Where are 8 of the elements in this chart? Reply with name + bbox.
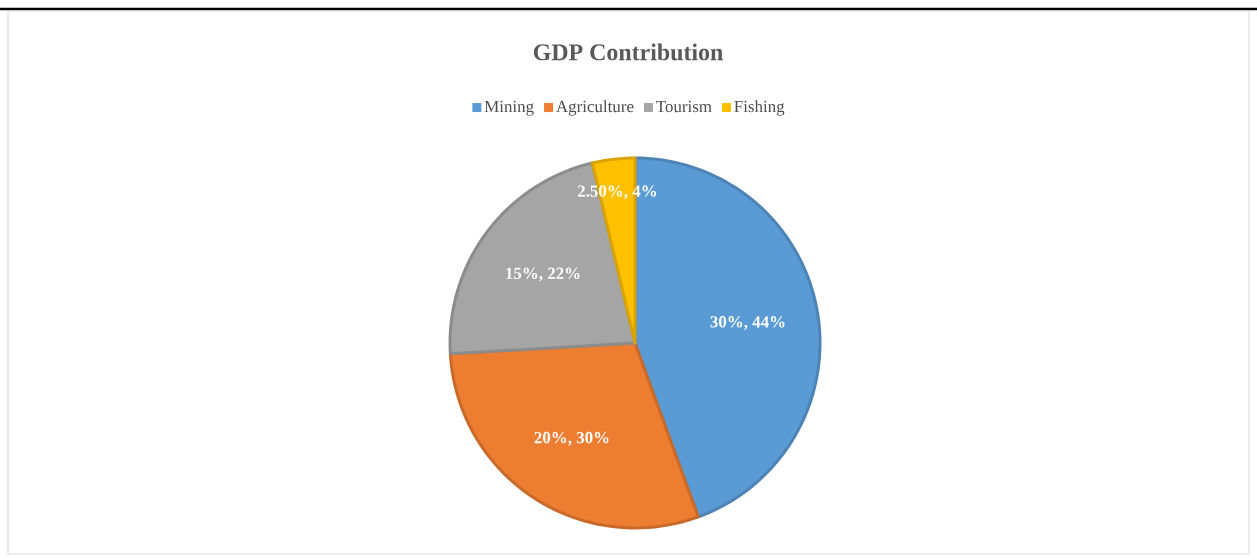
legend-label: Agriculture [556,100,634,116]
data-label: 20%, 30% [534,431,609,446]
legend-label: Mining [484,100,534,116]
chart-title: GDP Contribution [533,43,723,61]
legend-label: Fishing [734,100,785,116]
data-label: 15%, 22% [506,267,580,282]
data-label: 30%, 44% [710,316,785,331]
legend-label: Tourism [656,100,712,113]
